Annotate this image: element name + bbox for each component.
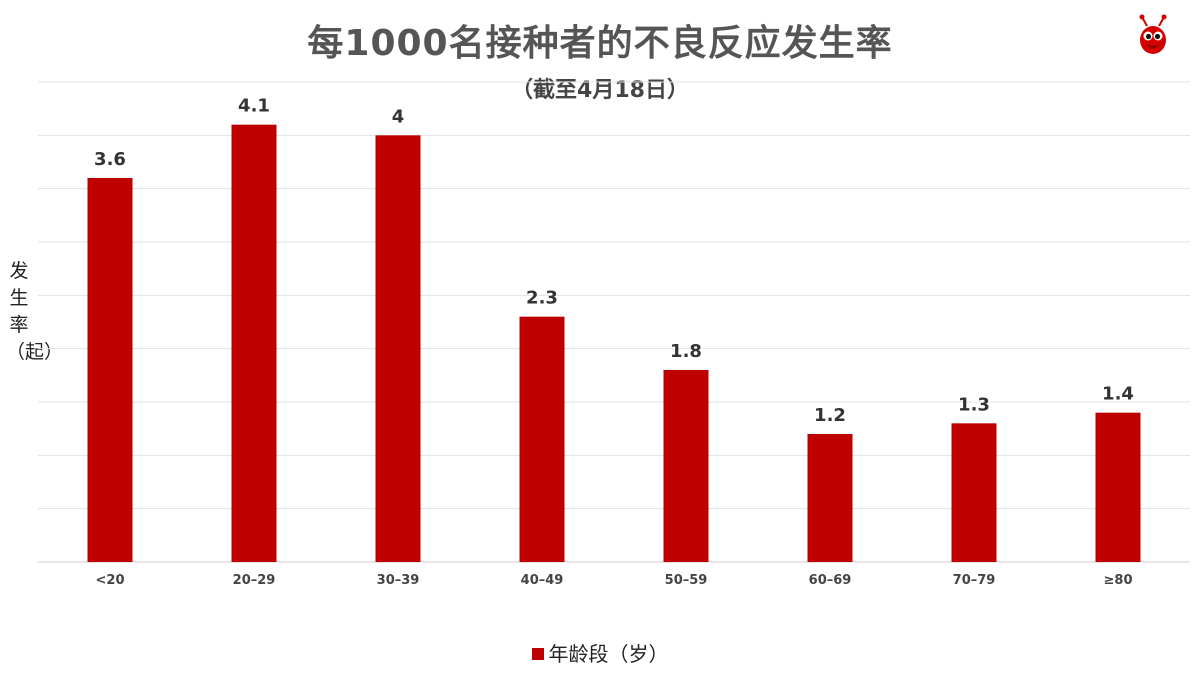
bar [663,370,709,562]
bar [1095,412,1141,562]
chart-title: 每1000名接种者的不良反应发生率 [307,23,893,64]
x-tick-label: ≥80 [1104,573,1133,588]
bar-value-label: 1.3 [958,394,990,415]
x-tick-label: 20–29 [233,573,276,588]
bar [375,135,421,563]
ant-mascot-icon [1139,14,1167,54]
x-tick-label: 70–79 [953,573,996,588]
x-tick-label: <20 [96,573,125,588]
x-tick-labels: <20 20–29 30–39 40–49 50–59 60–69 70–79 ≥80 [96,573,1133,588]
bar-value-label: 1.8 [670,341,702,362]
bar [519,316,565,562]
gridlines [38,81,1190,563]
bars [87,124,1141,563]
bar [231,124,277,563]
bar [951,423,997,562]
x-tick-label: 40–49 [521,573,564,588]
x-tick-label: 30–39 [377,573,420,588]
bar-value-label: 4 [392,106,405,127]
bar-value-label: 1.4 [1102,384,1134,405]
x-tick-label: 60–69 [809,573,852,588]
bar-value-label: 4.1 [238,96,270,117]
bar [807,434,853,562]
legend-label: 年龄段（岁） [548,642,669,666]
bar-value-label: 2.3 [526,288,558,309]
value-labels: 3.6 4.1 4 2.3 1.8 1.2 1.3 1.4 [94,96,1134,426]
bar-value-label: 1.2 [814,405,846,426]
bar [87,178,133,562]
legend: 年龄段（岁） [0,638,1200,667]
x-tick-label: 50–59 [665,573,708,588]
bar-value-label: 3.6 [94,149,126,170]
legend-swatch [531,647,544,660]
